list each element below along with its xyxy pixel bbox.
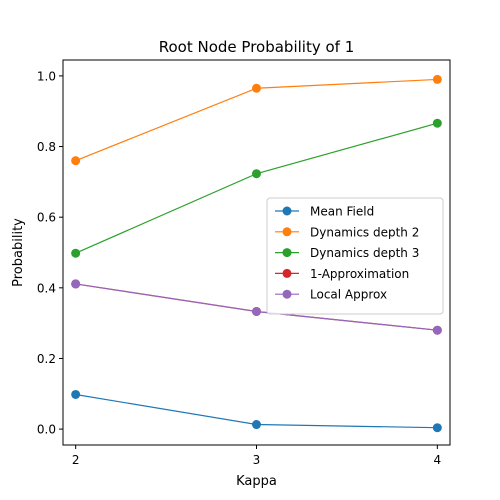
data-point [71, 389, 81, 399]
plot-area [71, 74, 442, 433]
legend: Mean Field Dynamics depth 2 Dynamics depth… [266, 197, 444, 315]
x-axis: 2 3 4 [72, 445, 441, 467]
data-point [432, 118, 442, 128]
data-point [252, 420, 261, 430]
data-point [71, 279, 81, 289]
legend-label: Dynamics depth 2 [310, 225, 419, 239]
legend-marker [282, 206, 292, 216]
y-tick-label: 0.0 [37, 423, 56, 437]
data-point [252, 83, 261, 93]
y-tick-label: 0.4 [37, 281, 56, 295]
y-tick-label: 1.0 [37, 69, 56, 83]
legend-label: Local Approx [310, 288, 387, 302]
legend-label: Dynamics depth 3 [310, 246, 419, 260]
legend-marker [282, 268, 292, 278]
legend-marker [282, 248, 292, 258]
x-tick-label: 4 [434, 453, 442, 467]
data-point [71, 156, 81, 166]
data-point [432, 423, 442, 433]
data-point [252, 169, 261, 179]
chart-title: Root Node Probability of 1 [159, 38, 355, 56]
x-axis-label: Kappa [236, 474, 277, 489]
data-point [71, 248, 81, 258]
y-tick-label: 0.6 [37, 211, 56, 225]
x-tick-label: 3 [253, 453, 261, 467]
data-point [252, 306, 261, 316]
y-tick-label: 0.8 [37, 140, 56, 154]
y-axis-label: Probability [11, 218, 26, 287]
y-axis: 0.0 0.2 0.4 0.6 0.8 1.0 [37, 69, 63, 437]
legend-marker [282, 227, 292, 237]
y-tick-label: 0.2 [37, 352, 56, 366]
data-point [432, 325, 442, 335]
legend-label: 1-Approximation [310, 267, 409, 281]
legend-box [266, 197, 444, 315]
legend-marker [282, 289, 292, 299]
data-point [432, 74, 442, 84]
x-tick-label: 2 [72, 453, 80, 467]
legend-label: Mean Field [310, 205, 374, 219]
